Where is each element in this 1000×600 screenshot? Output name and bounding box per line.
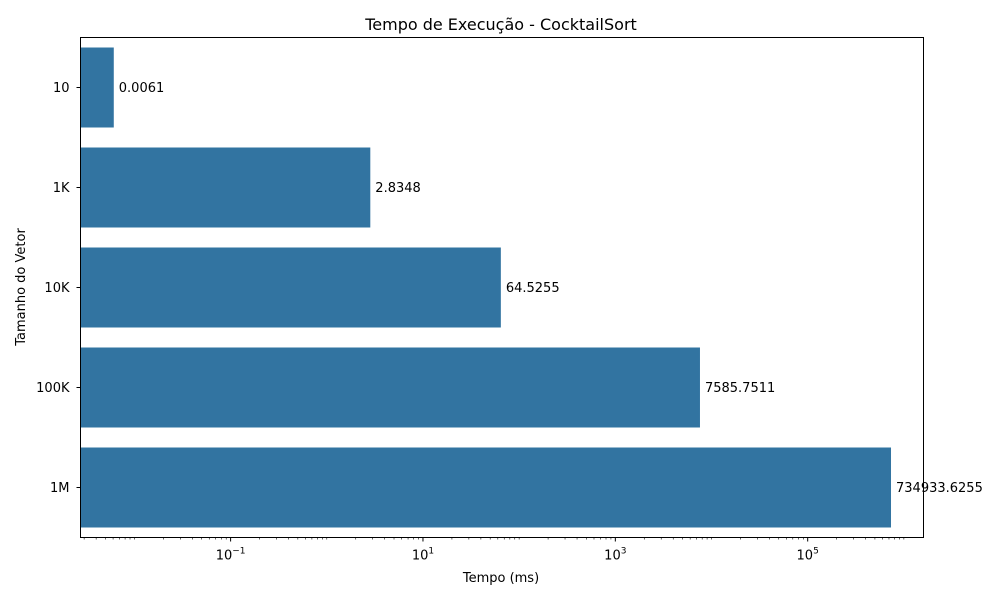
bar-1M bbox=[80, 447, 892, 528]
x-tick-label: 101 bbox=[412, 547, 434, 564]
x-tick-label: 103 bbox=[604, 547, 626, 564]
x-tick-label: 105 bbox=[797, 547, 819, 564]
y-axis: 10 1K 10K 100K 1M bbox=[36, 81, 81, 496]
bar-10K bbox=[80, 247, 501, 328]
data-labels-layer: 0.0061 2.8348 64.5255 7585.7511 734933.6255 bbox=[119, 81, 983, 496]
data-label-1M: 734933.6255 bbox=[896, 481, 983, 496]
x-axis: 10−1 101 103 105 bbox=[83, 537, 905, 564]
data-label-10: 0.0061 bbox=[119, 81, 164, 96]
data-label-100K: 7585.7511 bbox=[705, 381, 775, 396]
y-tick-label-10K: 10K bbox=[44, 281, 70, 296]
y-tick-label-1K: 1K bbox=[53, 181, 70, 196]
bar-10 bbox=[80, 47, 114, 128]
bars-layer bbox=[80, 47, 892, 528]
data-label-10K: 64.5255 bbox=[506, 281, 560, 296]
bar-1K bbox=[80, 147, 371, 228]
y-tick-label-10: 10 bbox=[53, 81, 70, 96]
bar-100K bbox=[80, 347, 700, 428]
y-axis-label: Tamanho do Vetor bbox=[14, 228, 29, 347]
x-tick-label: 10−1 bbox=[216, 547, 246, 564]
y-tick-label-1M: 1M bbox=[50, 481, 70, 496]
y-tick-label-100K: 100K bbox=[36, 381, 70, 396]
x-axis-label: Tempo (ms) bbox=[462, 571, 539, 586]
data-label-1K: 2.8348 bbox=[375, 181, 421, 196]
chart-title: Tempo de Execução - CocktailSort bbox=[364, 15, 637, 34]
